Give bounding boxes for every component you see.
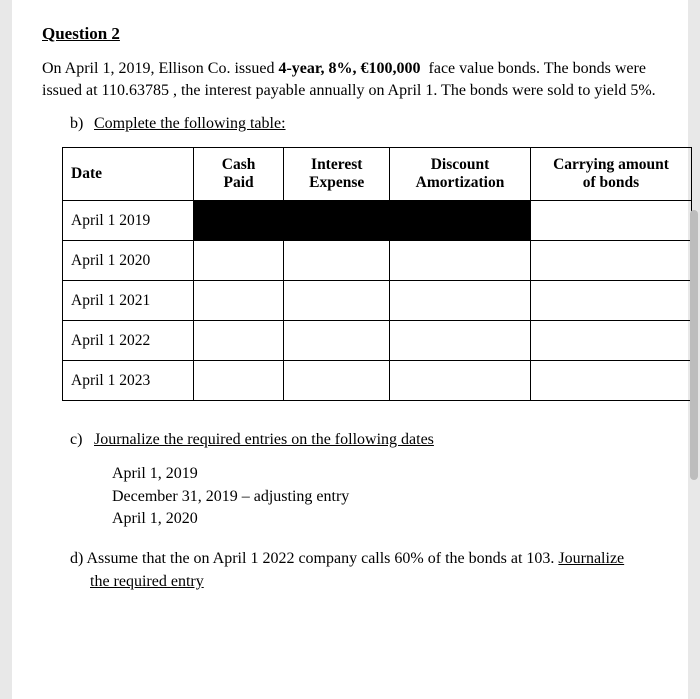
part-d: d) Assume that the on April 1 2022 compa… (70, 548, 658, 593)
header-interest: Interest Expense (284, 148, 390, 201)
cell-cash (193, 201, 284, 241)
part-c-date-line: December 31, 2019 – adjusting entry (112, 486, 658, 508)
part-d-u1: Journalize (558, 550, 624, 567)
part-d-u2: the required entry (90, 573, 204, 590)
part-c-marker: c) (70, 431, 90, 449)
document-page: Question 2 On April 1, 2019, Ellison Co.… (12, 0, 688, 699)
cell-discount (390, 281, 531, 321)
cell-cash (193, 241, 284, 281)
part-c-dates: April 1, 2019December 31, 2019 – adjusti… (112, 463, 658, 530)
table-row: April 1 2023 (63, 361, 692, 401)
header-date: Date (63, 148, 194, 201)
table-row: April 1 2022 (63, 321, 692, 361)
cell-cash (193, 281, 284, 321)
amortization-table: Date Cash Paid Interest Expense Discount… (62, 147, 692, 401)
header-carry-l1: Carrying amount (553, 156, 669, 173)
header-disc-l2: Amortization (416, 174, 505, 191)
cell-carrying (530, 201, 691, 241)
cell-date: April 1 2022 (63, 321, 194, 361)
question-title: Question 2 (42, 24, 658, 44)
header-disc-l1: Discount (431, 156, 490, 173)
header-cash: Cash Paid (193, 148, 284, 201)
cell-discount (390, 241, 531, 281)
part-d-marker: d) (70, 550, 83, 567)
table-body: April 1 2019April 1 2020April 1 2021Apri… (63, 201, 692, 401)
cell-discount (390, 361, 531, 401)
cell-date: April 1 2019 (63, 201, 194, 241)
cell-interest (284, 321, 390, 361)
cell-interest (284, 241, 390, 281)
part-b: b) Complete the following table: (70, 115, 658, 133)
table-header-row: Date Cash Paid Interest Expense Discount… (63, 148, 692, 201)
amortization-table-wrap: Date Cash Paid Interest Expense Discount… (62, 147, 658, 401)
cell-carrying (530, 321, 691, 361)
header-discount: Discount Amortization (390, 148, 531, 201)
header-int-l1: Interest (311, 156, 362, 173)
cell-interest (284, 361, 390, 401)
table-row: April 1 2021 (63, 281, 692, 321)
cell-interest (284, 281, 390, 321)
part-d-pre: Assume that the on April 1 2022 company … (86, 550, 558, 567)
scrollbar-thumb[interactable] (690, 210, 698, 480)
header-cash-l1: Cash (222, 156, 256, 173)
cell-discount (390, 321, 531, 361)
table-row: April 1 2020 (63, 241, 692, 281)
part-c-date-line: April 1, 2020 (112, 508, 658, 530)
cell-discount (390, 201, 531, 241)
cell-interest (284, 201, 390, 241)
cell-date: April 1 2020 (63, 241, 194, 281)
header-int-l2: Expense (309, 174, 364, 191)
part-b-text: Complete the following table: (94, 115, 286, 132)
cell-carrying (530, 281, 691, 321)
table-row: April 1 2019 (63, 201, 692, 241)
header-carrying: Carrying amount of bonds (530, 148, 691, 201)
cell-date: April 1 2023 (63, 361, 194, 401)
header-cash-l2: Paid (224, 174, 254, 191)
cell-cash (193, 321, 284, 361)
cell-carrying (530, 241, 691, 281)
cell-cash (193, 361, 284, 401)
part-b-marker: b) (70, 115, 90, 133)
part-d-body: Assume that the on April 1 2022 company … (70, 550, 624, 589)
cell-date: April 1 2021 (63, 281, 194, 321)
part-c-text: Journalize the required entries on the f… (94, 431, 434, 448)
part-c: c) Journalize the required entries on th… (70, 431, 658, 449)
part-c-date-line: April 1, 2019 (112, 463, 658, 485)
question-intro: On April 1, 2019, Ellison Co. issued 4-y… (42, 58, 658, 101)
cell-carrying (530, 361, 691, 401)
header-carry-l2: of bonds (583, 174, 639, 191)
